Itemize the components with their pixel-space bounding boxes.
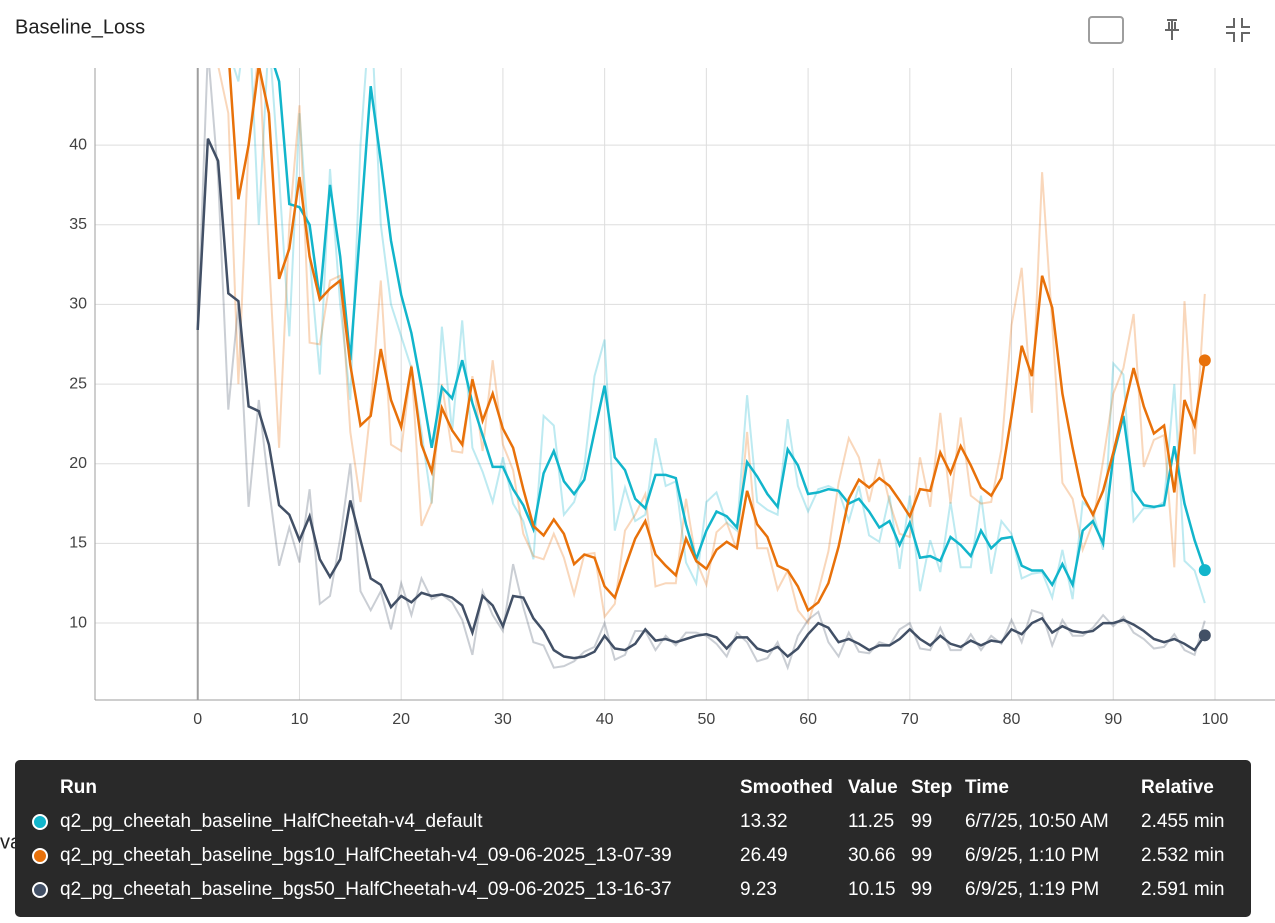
cell: 6/9/25, 1:19 PM	[965, 879, 1099, 900]
x-tick-label: 20	[392, 711, 410, 728]
smoothed-line	[273, 68, 1206, 589]
x-tick-label: 70	[901, 711, 919, 728]
cell: 26.49	[740, 845, 788, 866]
x-tick-label: 90	[1104, 711, 1122, 728]
cell: 2.591 min	[1141, 879, 1224, 900]
run-swatch	[32, 814, 48, 830]
raw-line	[217, 68, 1206, 626]
x-tick-label: 50	[697, 711, 715, 728]
chart-title: Baseline_Loss	[15, 16, 145, 38]
x-tick-label: 30	[494, 711, 512, 728]
y-tick-label: 15	[69, 535, 87, 552]
x-tick-label: 40	[596, 711, 614, 728]
run-swatch	[32, 848, 48, 864]
cell: 99	[911, 879, 932, 900]
column-header: Smoothed	[740, 777, 833, 798]
cell: 2.455 min	[1141, 811, 1224, 832]
run-swatch	[32, 882, 48, 898]
end-point	[1198, 354, 1211, 367]
y-tick-label: 35	[69, 216, 87, 233]
column-header: Time	[965, 777, 1009, 798]
cell: 6/7/25, 10:50 AM	[965, 811, 1109, 832]
y-tick-label: 25	[69, 375, 87, 392]
end-point	[1198, 629, 1211, 642]
smoothed-line	[196, 138, 1206, 660]
y-tick-label: 30	[69, 296, 87, 313]
x-tick-label: 10	[291, 711, 309, 728]
x-tick-label: 80	[1003, 711, 1021, 728]
cell: 30.66	[848, 845, 896, 866]
pin-button[interactable]	[1165, 19, 1179, 40]
end-point	[1198, 564, 1211, 577]
cell: 6/9/25, 1:10 PM	[965, 845, 1099, 866]
cell: 2.532 min	[1141, 845, 1224, 866]
y-tick-label: 10	[69, 614, 87, 631]
column-header: Run	[60, 777, 97, 798]
run-name: q2_pg_cheetah_baseline_bgs50_HalfCheetah…	[60, 879, 672, 900]
smoothed-line	[228, 68, 1207, 613]
run-name: q2_pg_cheetah_baseline_HalfCheetah-v4_de…	[60, 811, 483, 832]
cell: 10.15	[848, 879, 896, 900]
cell: 13.32	[740, 811, 788, 832]
fit-domain-button[interactable]	[1088, 16, 1124, 44]
cell: 99	[911, 811, 932, 832]
x-tick-label: 100	[1202, 711, 1229, 728]
column-header: Value	[848, 777, 898, 798]
collapse-button[interactable]	[1226, 18, 1250, 42]
y-tick-label: 40	[69, 136, 87, 153]
run-name: q2_pg_cheetah_baseline_bgs10_HalfCheetah…	[60, 845, 672, 866]
cell: 99	[911, 845, 932, 866]
column-header: Relative	[1141, 777, 1214, 798]
column-header: Step	[911, 777, 952, 798]
toolbar[interactable]	[1088, 16, 1250, 44]
tooltip	[15, 760, 1251, 917]
y-tick-label: 20	[69, 455, 87, 472]
cell: 11.25	[848, 811, 894, 832]
x-tick-label: 60	[799, 711, 817, 728]
x-tick-label: 0	[193, 711, 202, 728]
cell: 9.23	[740, 879, 777, 900]
